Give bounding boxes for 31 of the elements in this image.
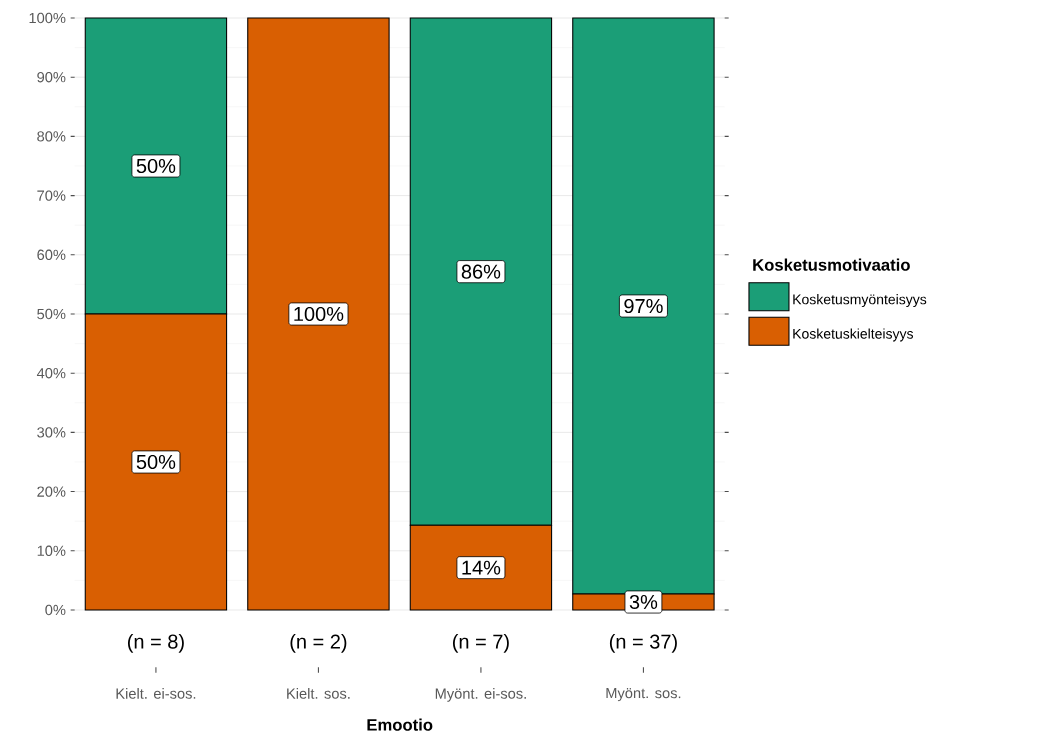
legend-title: Kosketusmotivaatio xyxy=(753,258,910,271)
data-label: 97% xyxy=(624,298,663,314)
x-axis-title: Emootio xyxy=(367,718,433,731)
data-label: 86% xyxy=(461,264,501,279)
bar xyxy=(247,17,390,611)
y-tick-label: 20% xyxy=(37,486,66,497)
y-tick-label: 40% xyxy=(36,368,66,379)
text: (n = 8) xyxy=(127,634,184,653)
data-label: 50% xyxy=(136,158,176,174)
y-tick-label: 80% xyxy=(37,131,66,142)
y-tick-label: 70% xyxy=(37,190,66,201)
y-tick-label: 100% xyxy=(29,12,66,24)
data-label: 100% xyxy=(294,306,344,322)
legend-label: Kosketusmyönteisyys xyxy=(793,294,927,308)
text: (n = 7) xyxy=(452,634,509,653)
x-tick-label: Kielt. sos. xyxy=(287,688,350,699)
data-label: 14% xyxy=(462,560,501,575)
data-label: 50% xyxy=(136,454,176,470)
x-tick-label: Kielt. ei-sos. xyxy=(116,688,196,699)
x-tick-label: Myönt. ei-sos. xyxy=(435,688,526,702)
data-label: 3% xyxy=(629,594,658,610)
y-tick-label: 0% xyxy=(45,604,66,616)
y-tick-label: 90% xyxy=(37,72,66,83)
y-tick-label: 60% xyxy=(37,249,66,260)
y-tick-label: 30% xyxy=(37,427,66,438)
text: (n = 2) xyxy=(290,634,347,653)
x-tick-label: Myönt. sos. xyxy=(606,688,681,702)
y-tick-label: 50% xyxy=(37,308,66,320)
y-tick-label: 10% xyxy=(37,545,66,556)
text: (n = 37) xyxy=(609,634,677,653)
legend-label: Kosketuskielteisyys xyxy=(793,328,914,342)
